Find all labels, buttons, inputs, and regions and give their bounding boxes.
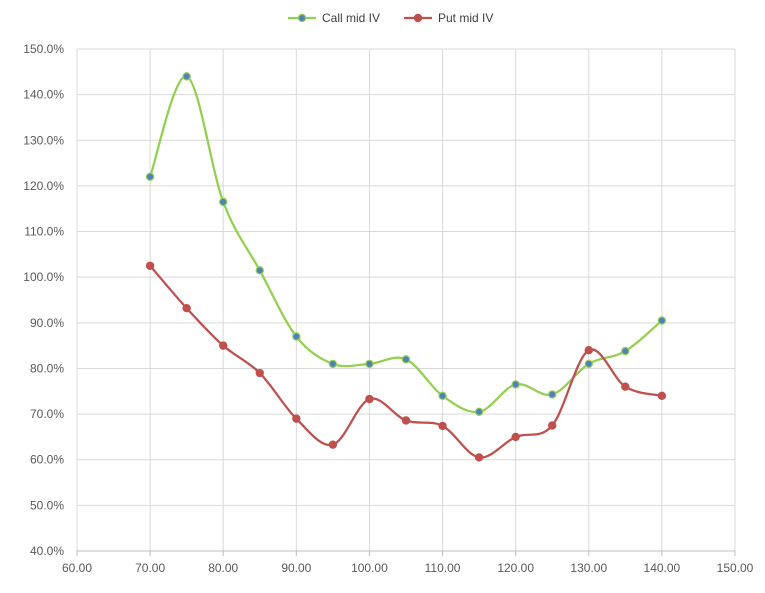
legend-entry: Put mid IV bbox=[404, 11, 493, 25]
x-tick-label: 90.00 bbox=[281, 561, 311, 575]
data-point bbox=[401, 416, 411, 425]
data-point bbox=[292, 332, 301, 341]
data-point bbox=[182, 304, 191, 313]
data-point bbox=[438, 421, 447, 431]
x-tick-label: 120.00 bbox=[497, 561, 534, 575]
data-point bbox=[365, 394, 374, 404]
legend-label: Put mid IV bbox=[438, 11, 493, 25]
data-point bbox=[584, 346, 593, 355]
series-group bbox=[145, 72, 667, 462]
data-point bbox=[621, 346, 630, 356]
data-point bbox=[438, 391, 447, 401]
y-tick-label: 60.0% bbox=[30, 453, 64, 467]
y-tick-label: 140.0% bbox=[23, 88, 64, 102]
y-tick-label: 50.0% bbox=[30, 498, 64, 512]
data-point bbox=[474, 453, 484, 462]
data-point bbox=[182, 72, 191, 81]
data-point bbox=[219, 341, 228, 350]
data-point bbox=[365, 359, 374, 369]
data-point bbox=[328, 440, 338, 449]
data-point bbox=[328, 359, 338, 369]
data-point bbox=[657, 316, 667, 325]
data-point bbox=[511, 380, 520, 389]
y-tick-label: 110.0% bbox=[24, 225, 64, 239]
axes: 40.0% 50.0% 60.0% 70.0% 80.0% 90.0% 100.0% 110.… bbox=[23, 42, 753, 575]
y-tick-label: 130.0% bbox=[23, 133, 64, 147]
x-tick-label: 100.00 bbox=[351, 561, 388, 575]
data-point bbox=[255, 266, 264, 275]
data-point bbox=[548, 421, 557, 430]
x-tick-label: 110.00 bbox=[425, 561, 461, 575]
data-point bbox=[145, 172, 155, 181]
x-tick-label: 140.00 bbox=[644, 561, 681, 575]
y-tick-label: 100.0% bbox=[23, 270, 64, 284]
data-point bbox=[219, 197, 228, 207]
x-tick-label: 80.00 bbox=[208, 561, 238, 575]
data-point bbox=[584, 359, 593, 369]
legend-label: Call mid IV bbox=[322, 11, 380, 25]
x-tick-label: 130.00 bbox=[570, 561, 607, 575]
data-point bbox=[548, 390, 557, 399]
legend-marker bbox=[297, 13, 307, 23]
data-point bbox=[474, 407, 484, 417]
x-tick-label: 60.00 bbox=[62, 561, 92, 575]
y-tick-label: 40.0% bbox=[30, 544, 64, 558]
data-point bbox=[511, 432, 520, 442]
y-tick-label: 70.0% bbox=[30, 407, 64, 421]
y-tick-label: 150.0% bbox=[23, 42, 64, 56]
x-tick-label: 150.00 bbox=[717, 561, 754, 575]
data-point bbox=[292, 414, 301, 423]
data-point bbox=[401, 355, 411, 364]
x-tick-label: 70.00 bbox=[135, 561, 165, 575]
series-put-mid-iv bbox=[145, 261, 667, 462]
series-call-mid-iv bbox=[145, 72, 667, 417]
y-tick-label: 120.0% bbox=[23, 179, 64, 193]
legend-entry: Call mid IV bbox=[288, 11, 380, 25]
legend: Call mid IV Put mid IV bbox=[288, 11, 493, 25]
y-tick-label: 90.0% bbox=[30, 316, 64, 330]
data-point bbox=[657, 391, 667, 401]
legend-marker bbox=[413, 13, 423, 23]
y-tick-label: 80.0% bbox=[30, 361, 64, 375]
data-point bbox=[255, 368, 264, 378]
data-point bbox=[145, 261, 155, 270]
grid bbox=[76, 48, 736, 552]
data-point bbox=[621, 382, 630, 391]
